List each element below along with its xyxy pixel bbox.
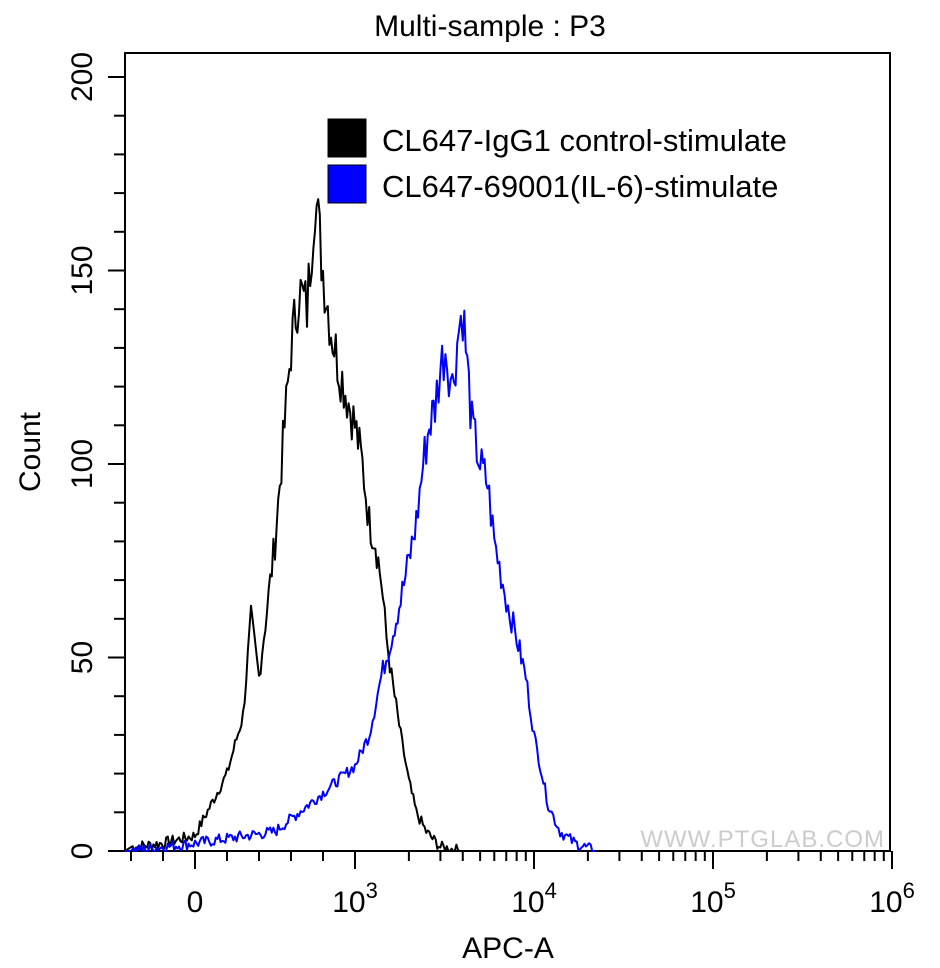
y-axis-label: Count xyxy=(14,411,47,492)
series-line-2 xyxy=(125,309,596,852)
chart-title: Multi-sample : P3 xyxy=(374,10,606,43)
legend-label: CL647-69001(IL-6)-stimulate xyxy=(382,169,778,204)
x-axis: 0 103 104 105 106 xyxy=(130,851,915,919)
x-tick-label: 106 xyxy=(869,878,915,919)
plot-frame xyxy=(124,52,891,852)
y-axis: 0 50 100 150 200 xyxy=(66,52,125,859)
x-axis-label: APC-A xyxy=(462,932,554,965)
series-line-1 xyxy=(124,198,463,852)
x-tick-label: 104 xyxy=(511,878,557,919)
legend-label: CL647-IgG1 control-stimulate xyxy=(382,123,787,158)
watermark: WWW.PTGLAB.COM xyxy=(640,826,885,853)
y-tick-label: 150 xyxy=(66,245,99,295)
x-tick-label: 0 xyxy=(187,886,204,919)
y-tick-label: 200 xyxy=(66,52,99,102)
x-tick-label: 103 xyxy=(332,878,378,919)
y-tick-label: 0 xyxy=(66,843,99,860)
x-tick-label: 105 xyxy=(690,878,736,919)
legend: CL647-IgG1 control-stimulate CL647-69001(… xyxy=(327,118,787,204)
legend-swatch xyxy=(327,118,367,158)
legend-swatch xyxy=(327,164,367,204)
series-layer xyxy=(124,198,596,852)
y-tick-label: 50 xyxy=(66,641,99,674)
y-tick-label: 100 xyxy=(66,439,99,489)
